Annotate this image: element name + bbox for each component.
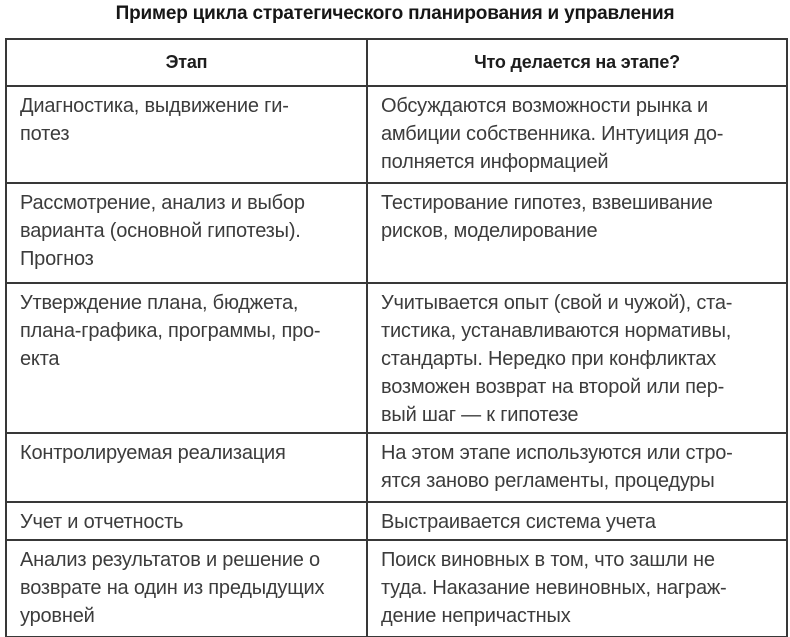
- header-row: Этап Что делается на этапе?: [5, 38, 788, 87]
- cell-action-1: Обсуждаются возможности рынка и амбиции …: [366, 85, 788, 184]
- table-row-6: Анализ результатов и решение о возврате …: [5, 539, 788, 637]
- cell-stage-4: Контролируемая реализация: [5, 432, 368, 503]
- table-row-1: Диагностика, выдвижение ги- потез Обсужд…: [5, 85, 788, 184]
- cell-stage-3: Утверждение плана, бюджета, плана-график…: [5, 282, 368, 434]
- cell-action-5: Выстраивается система учета: [366, 501, 788, 541]
- column-header-stage: Этап: [5, 38, 368, 87]
- cell-stage-6: Анализ результатов и решение о возврате …: [5, 539, 368, 637]
- cell-action-6: Поиск виновных в том, что зашли не туда.…: [366, 539, 788, 637]
- table-row-4: Контролируемая реализация На этом этапе …: [5, 432, 788, 503]
- cell-stage-5: Учет и отчетность: [5, 501, 368, 541]
- cell-action-4: На этом этапе используются или стро- ятс…: [366, 432, 788, 503]
- table-row-5: Учет и отчетность Выстраивается система …: [5, 501, 788, 541]
- table-row-3: Утверждение плана, бюджета, плана-график…: [5, 282, 788, 434]
- cell-stage-2: Рассмотрение, анализ и выбор варианта (о…: [5, 182, 368, 284]
- cell-action-3: Учитывается опыт (свой и чужой), ста- ти…: [366, 282, 788, 434]
- table-row-2: Рассмотрение, анализ и выбор варианта (о…: [5, 182, 788, 284]
- cell-stage-1: Диагностика, выдвижение ги- потез: [5, 85, 368, 184]
- column-header-action: Что делается на этапе?: [366, 38, 788, 87]
- page-title: Пример цикла стратегического планировани…: [115, 3, 675, 24]
- planning-cycle-table: Этап Что делается на этапе? Диагностика,…: [5, 38, 788, 637]
- cell-action-2: Тестирование гипотез, взвешивание рисков…: [366, 182, 788, 284]
